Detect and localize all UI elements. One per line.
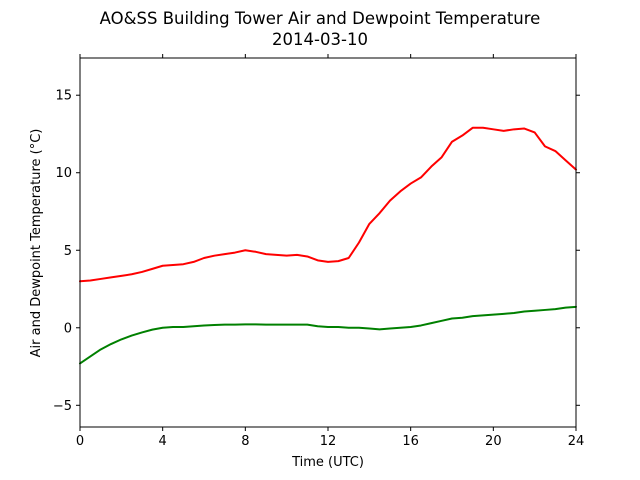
chart-title: AO&SS Building Tower Air and Dewpoint Te…	[100, 9, 541, 28]
y-tick-label: 15	[55, 89, 72, 104]
x-tick-label: 20	[485, 434, 502, 449]
x-tick-label: 16	[402, 434, 419, 449]
y-axis-label: Air and Dewpoint Temperature (°C)	[29, 129, 44, 358]
x-tick-label: 4	[159, 434, 167, 449]
y-tick-label: 10	[55, 166, 72, 181]
y-tick-label: −5	[53, 399, 72, 414]
y-axis: −5 0 5 10 15	[53, 89, 580, 414]
x-tick-label: 0	[76, 434, 84, 449]
x-tick-label: 24	[568, 434, 585, 449]
x-tick-label: 12	[320, 434, 337, 449]
series-line-1	[79, 126, 577, 283]
x-tick-label: 8	[241, 434, 249, 449]
y-tick-label: 0	[64, 321, 72, 336]
y-tick-label: 5	[64, 244, 72, 259]
x-axis: 0 4 8 12 16 20 24	[76, 54, 584, 449]
chart-subtitle: 2014-03-10	[272, 30, 368, 49]
x-axis-label: Time (UTC)	[291, 455, 364, 470]
series-layer	[79, 126, 577, 365]
series-line-2	[79, 305, 577, 365]
